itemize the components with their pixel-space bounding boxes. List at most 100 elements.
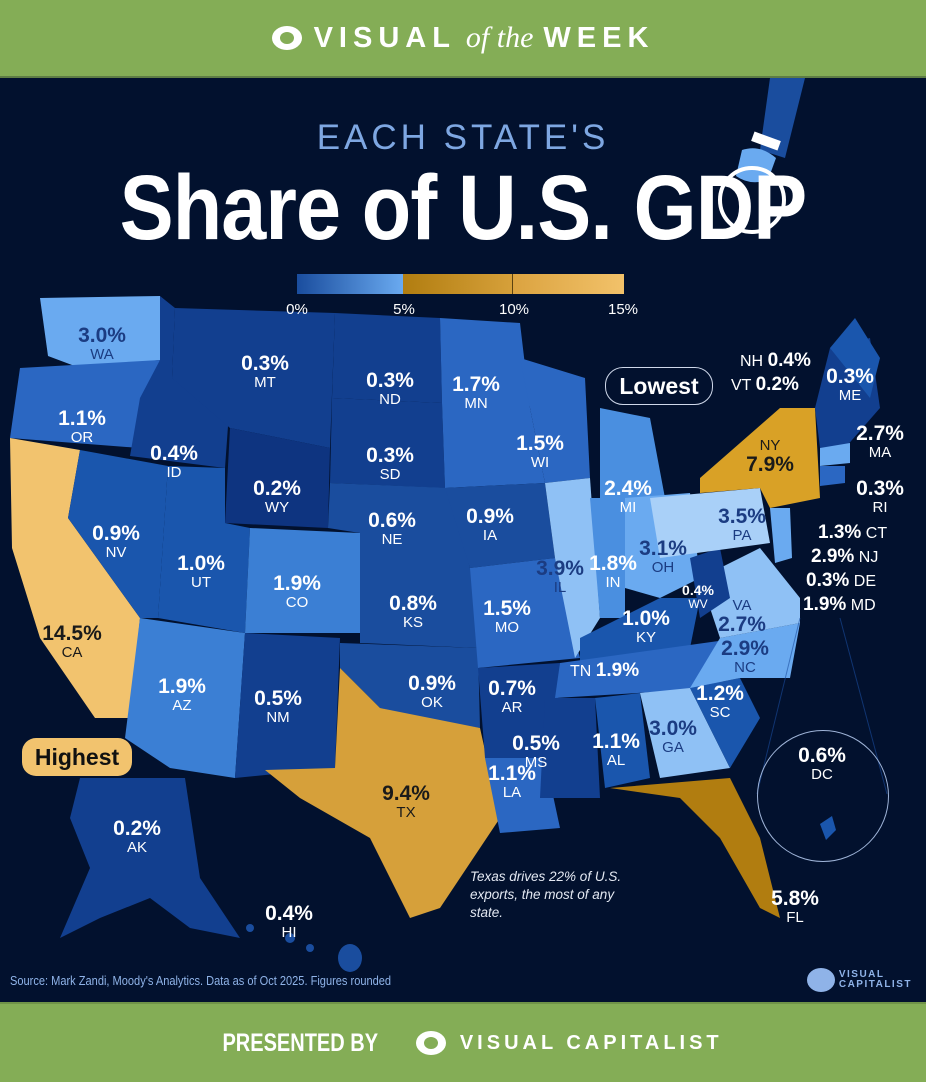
state-CA xyxy=(10,438,140,718)
legend-tick: 10% xyxy=(498,301,530,318)
hand-coin-icon xyxy=(718,78,805,234)
label-AZ: 1.9% AZ xyxy=(158,675,206,715)
label-SD: 0.3% SD xyxy=(366,444,414,484)
state-UT xyxy=(158,466,250,633)
banner-week: WEEK xyxy=(543,21,655,54)
label-ND: 0.3% ND xyxy=(366,369,414,409)
label-RI: 0.3% RI xyxy=(856,477,904,517)
label-IA: 0.9% IA xyxy=(466,505,514,545)
state-HI xyxy=(246,924,362,972)
banner-visual: VISUAL xyxy=(313,21,456,54)
bottom-banner: PRESENTED BY VISUAL CAPITALIST xyxy=(0,1002,926,1082)
label-MI: 2.4% MI xyxy=(604,477,652,517)
label-AK: 0.2% AK xyxy=(113,817,161,857)
state-IA xyxy=(445,483,555,568)
legend-tick: 0% xyxy=(286,301,308,318)
label-MO: 1.5% MO xyxy=(483,597,531,637)
state-MN xyxy=(440,318,545,488)
label-KS: 0.8% KS xyxy=(389,592,437,632)
label-CT: 1.3% CT xyxy=(818,522,888,543)
state-WY xyxy=(225,428,330,528)
legend-tick: 5% xyxy=(393,301,415,318)
label-SC: 1.2% SC xyxy=(696,682,744,722)
label-PA: 3.5% PA xyxy=(718,505,766,545)
state-WV xyxy=(690,548,730,618)
presented-by-text: PRESENTED BY xyxy=(222,1028,379,1057)
state-VA xyxy=(700,548,800,638)
texas-note: Texas drives 22% of U.S. exports, the mo… xyxy=(470,869,622,921)
visual-capitalist-logo-icon xyxy=(415,1031,446,1055)
top-banner: VISUAL of the WEEK xyxy=(0,0,926,78)
label-NV: 0.9% NV xyxy=(92,522,140,562)
state-KS xyxy=(360,568,478,648)
label-MA: 2.7% MA xyxy=(856,422,904,462)
label-KY: 1.0% KY xyxy=(622,607,670,647)
label-WY: 0.2% WY xyxy=(253,477,301,517)
state-SC xyxy=(690,678,760,768)
source-text: Source: Mark Zandi, Moody's Analytics. D… xyxy=(10,973,392,988)
label-VA: VA 2.7% xyxy=(718,597,766,636)
legend-segment-gold-dark xyxy=(402,274,514,294)
state-AL xyxy=(595,693,650,788)
label-DC: 0.6% DC xyxy=(798,744,846,784)
label-TX: 9.4% TX xyxy=(382,782,430,822)
label-WA: 3.0% WA xyxy=(78,324,126,364)
label-NJ: 2.9% NJ xyxy=(811,546,879,567)
label-WV: 0.4% WV xyxy=(682,582,714,611)
label-NM: 0.5% NM xyxy=(254,687,302,727)
label-OK: 0.9% OK xyxy=(408,672,456,712)
state-NM xyxy=(235,633,340,778)
state-ND xyxy=(332,313,442,403)
state-MA xyxy=(820,443,850,466)
state-MS xyxy=(540,698,600,798)
state-ME xyxy=(830,318,880,398)
highest-callout: Highest xyxy=(22,738,132,776)
label-AL: 1.1% AL xyxy=(592,730,640,770)
infographic: EACH STATE'S Share of U.S. GDP 0% 5% 10%… xyxy=(0,78,926,1002)
state-NV xyxy=(68,450,168,618)
state-OK xyxy=(340,643,480,728)
state-MT xyxy=(172,308,335,448)
label-CO: 1.9% CO xyxy=(273,572,321,612)
label-AR: 0.7% AR xyxy=(488,677,536,717)
state-MI xyxy=(600,408,665,498)
state-NE xyxy=(328,483,470,568)
title-kicker: EACH STATE'S xyxy=(316,118,610,157)
state-NY xyxy=(700,408,820,508)
state-NC xyxy=(690,623,800,688)
label-ME: 0.3% ME xyxy=(826,365,874,405)
publisher-name: VISUAL CAPITALIST xyxy=(459,1031,723,1054)
state-IN xyxy=(590,498,625,618)
label-OR: 1.1% OR xyxy=(58,407,106,447)
us-map xyxy=(10,78,888,972)
label-IL: 3.9% IL xyxy=(536,557,584,597)
legend-tick: 15% xyxy=(607,301,639,318)
dc-inset-circle xyxy=(757,730,889,862)
state-FL xyxy=(610,778,780,918)
label-OH: 3.1% OH xyxy=(639,537,687,577)
color-legend xyxy=(297,274,624,294)
state-WA xyxy=(40,296,160,368)
label-WI: 1.5% WI xyxy=(516,432,564,472)
corner-logo: VISUAL CAPITALIST xyxy=(806,968,912,992)
label-NE: 0.6% NE xyxy=(368,509,416,549)
label-DE: 0.3% DE xyxy=(806,570,876,591)
state-AK xyxy=(60,778,240,938)
state-CO xyxy=(245,528,360,633)
label-CA: 14.5% CA xyxy=(42,622,102,662)
state-AZ xyxy=(125,618,245,778)
state-CT xyxy=(820,466,845,486)
label-NH: NH 0.4% xyxy=(740,350,811,371)
lowest-callout: Lowest xyxy=(605,367,713,405)
state-SD xyxy=(330,398,445,488)
label-MD: 1.9% MD xyxy=(803,594,876,615)
legend-segment-blue xyxy=(297,274,403,294)
banner-of-the: of the xyxy=(465,21,534,54)
label-MS: 0.5% MS xyxy=(512,732,560,772)
label-VT: VT 0.2% xyxy=(731,374,799,395)
label-GA: 3.0% GA xyxy=(649,717,697,757)
visual-capitalist-logo-icon xyxy=(806,968,835,992)
label-ID: 0.4% ID xyxy=(150,442,198,482)
label-MN: 1.7% MN xyxy=(452,373,500,413)
state-AR xyxy=(478,663,560,758)
